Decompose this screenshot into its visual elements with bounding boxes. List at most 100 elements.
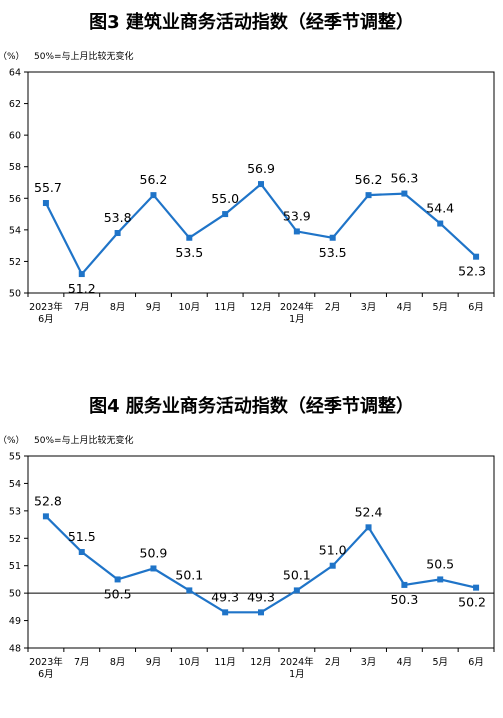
figure-3: 图3 建筑业商务活动指数（经季节调整） （%） 50%=与上月比较无变化 50 52 5… bbox=[0, 12, 495, 325]
data-label: 53.9 bbox=[283, 208, 311, 223]
data-label: 51.0 bbox=[319, 543, 347, 558]
data-point bbox=[222, 211, 229, 218]
y-tick-label: 55 bbox=[9, 452, 21, 463]
x-tick-label: 12月 bbox=[250, 302, 272, 313]
x-tick-label: 2024年 bbox=[280, 656, 314, 668]
x-tick-label: 10月 bbox=[179, 657, 201, 668]
data-point bbox=[186, 587, 193, 594]
y-tick-label: 50 bbox=[9, 289, 21, 300]
y-tick-label: 54 bbox=[9, 225, 21, 236]
chart-note: 50%=与上月比较无变化 bbox=[34, 50, 134, 62]
data-label: 50.5 bbox=[426, 556, 454, 571]
chart-construction: （%） 50%=与上月比较无变化50525456586062642023年6月7月… bbox=[0, 50, 495, 325]
data-label: 51.5 bbox=[68, 529, 96, 544]
data-point bbox=[293, 587, 300, 594]
x-tick-label: 11月 bbox=[214, 302, 236, 313]
data-point bbox=[42, 513, 49, 520]
data-point bbox=[222, 609, 229, 616]
y-tick-label: 58 bbox=[9, 162, 21, 173]
y-tick-label: 53 bbox=[9, 506, 21, 517]
data-point bbox=[186, 234, 193, 241]
x-tick-label: 9月 bbox=[146, 302, 162, 313]
y-tick-label: 49 bbox=[9, 616, 21, 627]
x-tick-label: 6月 bbox=[38, 669, 54, 680]
data-label: 55.7 bbox=[34, 180, 62, 195]
data-point bbox=[401, 581, 408, 588]
plot-frame bbox=[27, 71, 495, 294]
data-point bbox=[78, 549, 85, 555]
data-label: 52.8 bbox=[34, 493, 62, 508]
data-point bbox=[114, 576, 121, 583]
data-label: 56.2 bbox=[140, 172, 168, 187]
data-point bbox=[150, 192, 157, 199]
data-point bbox=[365, 524, 372, 531]
y-tick-label: 48 bbox=[9, 644, 21, 655]
x-tick-label: 5月 bbox=[432, 302, 448, 313]
data-point bbox=[473, 253, 480, 260]
y-tick-label: 60 bbox=[9, 131, 21, 142]
x-tick-label: 3月 bbox=[361, 657, 377, 668]
data-label: 50.1 bbox=[175, 567, 203, 582]
x-tick-label: 9月 bbox=[146, 657, 162, 668]
data-label: 52.4 bbox=[355, 504, 383, 519]
data-label: 54.4 bbox=[426, 201, 454, 216]
figure-4: 图4 服务业商务活动指数（经季节调整） （%） 50%=与上月比较无变化 48 49 5… bbox=[0, 360, 503, 718]
chart-title: 图4 服务业商务活动指数（经季节调整） bbox=[89, 396, 414, 417]
x-tick-label: 11月 bbox=[214, 657, 236, 668]
data-label: 53.5 bbox=[319, 245, 347, 260]
data-point bbox=[42, 200, 49, 207]
data-label: 50.2 bbox=[458, 595, 486, 610]
data-label: 50.3 bbox=[390, 592, 418, 607]
y-axis-unit: （%） bbox=[0, 435, 25, 446]
data-point bbox=[401, 190, 408, 197]
x-tick-label: 1月 bbox=[289, 314, 305, 325]
x-tick-label: 2023年 bbox=[29, 301, 63, 313]
data-point bbox=[437, 576, 444, 583]
plot-frame bbox=[27, 455, 495, 649]
x-tick-label: 3月 bbox=[361, 302, 377, 313]
data-label: 50.9 bbox=[140, 545, 168, 560]
x-tick-label: 5月 bbox=[432, 657, 448, 668]
data-label: 56.2 bbox=[355, 172, 383, 187]
y-tick-label: 52 bbox=[9, 257, 21, 268]
y-tick-label: 64 bbox=[9, 68, 21, 79]
data-point bbox=[365, 192, 372, 199]
data-label: 52.3 bbox=[458, 264, 486, 279]
data-label: 53.5 bbox=[175, 245, 203, 260]
data-label: 50.5 bbox=[104, 586, 132, 601]
data-label: 50.1 bbox=[283, 567, 311, 582]
data-label: 49.3 bbox=[247, 589, 275, 604]
x-tick-label: 2024年 bbox=[280, 301, 314, 313]
data-label: 56.3 bbox=[390, 171, 418, 186]
data-label: 53.8 bbox=[104, 210, 132, 225]
x-tick-label: 4月 bbox=[397, 657, 413, 668]
data-point bbox=[293, 228, 300, 235]
y-tick-label: 52 bbox=[9, 534, 21, 545]
data-point bbox=[437, 220, 444, 227]
x-tick-label: 7月 bbox=[74, 302, 90, 313]
y-tick-label: 54 bbox=[9, 479, 21, 490]
data-point bbox=[150, 565, 157, 572]
x-tick-label: 8月 bbox=[110, 657, 126, 668]
data-label: 56.9 bbox=[247, 161, 275, 176]
data-label: 49.3 bbox=[211, 589, 239, 604]
x-tick-label: 1月 bbox=[289, 669, 305, 680]
x-tick-label: 6月 bbox=[468, 302, 484, 313]
y-axis-unit: （%） bbox=[0, 51, 25, 62]
chart-note: 50%=与上月比较无变化 bbox=[34, 434, 134, 446]
x-tick-label: 4月 bbox=[397, 302, 413, 313]
y-tick-label: 50 bbox=[9, 589, 21, 600]
chart-title: 图3 建筑业商务活动指数（经季节调整） bbox=[89, 12, 414, 33]
series-line bbox=[44, 182, 477, 277]
data-point bbox=[258, 609, 264, 616]
data-point bbox=[258, 181, 264, 188]
x-tick-label: 12月 bbox=[250, 657, 272, 668]
data-point bbox=[114, 230, 121, 237]
x-tick-label: 10月 bbox=[179, 302, 201, 313]
x-tick-label: 2月 bbox=[325, 302, 341, 313]
x-tick-label: 6月 bbox=[38, 314, 54, 325]
x-tick-label: 8月 bbox=[110, 302, 126, 313]
data-label: 55.0 bbox=[211, 191, 239, 206]
x-tick-label: 6月 bbox=[468, 657, 484, 668]
data-point bbox=[329, 234, 336, 241]
